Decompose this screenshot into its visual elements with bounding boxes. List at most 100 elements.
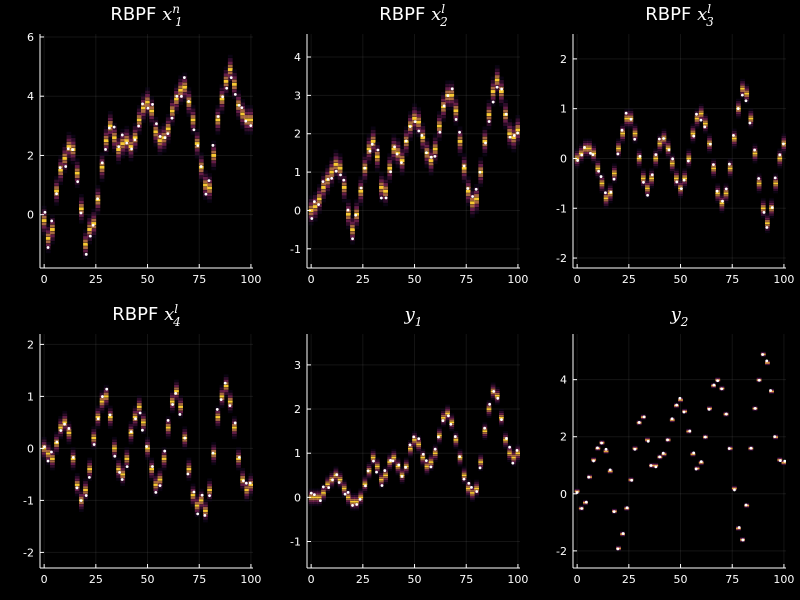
heat-cell bbox=[219, 403, 225, 406]
heat-cell bbox=[240, 125, 246, 129]
heat-cell bbox=[395, 473, 401, 476]
heat-cell bbox=[636, 420, 642, 422]
heat-cell bbox=[70, 447, 76, 450]
heat-cell bbox=[420, 450, 426, 453]
heat-cell bbox=[781, 462, 786, 464]
heat-cell bbox=[149, 462, 155, 466]
heat-cell bbox=[649, 466, 654, 468]
heat-cell bbox=[719, 385, 725, 387]
heat-cell bbox=[702, 120, 708, 123]
heat-cell bbox=[165, 113, 171, 117]
data-point bbox=[491, 100, 495, 104]
data-point bbox=[682, 410, 686, 414]
heat-cell bbox=[669, 171, 675, 174]
heat-cell bbox=[169, 109, 175, 113]
heat-cell bbox=[387, 166, 393, 170]
heat-cell bbox=[157, 470, 163, 473]
x-tick-label: 50 bbox=[674, 573, 688, 586]
heat-cell bbox=[112, 447, 117, 450]
heat-cell bbox=[215, 108, 221, 112]
heat-cell bbox=[149, 99, 155, 103]
heat-cell bbox=[103, 145, 109, 149]
data-point bbox=[608, 468, 612, 472]
heat-cell bbox=[723, 194, 729, 197]
heat-cell bbox=[227, 68, 233, 72]
heat-cell bbox=[416, 435, 422, 438]
heat-cell bbox=[511, 136, 517, 140]
data-point bbox=[196, 144, 200, 147]
heat-cell bbox=[441, 95, 446, 99]
heat-cell bbox=[354, 508, 359, 511]
heat-cell bbox=[661, 455, 667, 457]
heat-cell bbox=[760, 216, 766, 219]
heat-cell bbox=[107, 134, 113, 138]
heat-cell bbox=[503, 123, 508, 127]
heat-cell bbox=[132, 405, 138, 408]
heat-cell bbox=[132, 410, 138, 414]
heat-cell bbox=[740, 90, 745, 93]
data-point bbox=[516, 131, 520, 135]
heat-cell bbox=[161, 132, 167, 136]
heat-cell bbox=[325, 481, 331, 484]
heat-cell bbox=[120, 465, 126, 468]
heat-cell bbox=[87, 214, 92, 218]
heat-cell bbox=[620, 535, 625, 537]
heat-cell bbox=[157, 486, 163, 489]
heat-cell bbox=[219, 101, 225, 104]
heat-cell bbox=[711, 382, 716, 384]
heat-cell bbox=[465, 199, 471, 203]
heat-cell bbox=[449, 415, 455, 418]
heat-cell bbox=[781, 144, 786, 147]
heat-cell bbox=[499, 409, 504, 411]
heat-cell bbox=[515, 446, 520, 449]
heat-cell bbox=[78, 203, 84, 207]
heat-cell bbox=[107, 421, 113, 424]
heat-cell bbox=[198, 175, 204, 179]
heat-cell bbox=[317, 494, 322, 497]
heat-cell bbox=[341, 481, 347, 484]
data-point bbox=[355, 503, 359, 506]
data-point bbox=[721, 199, 724, 203]
data-point bbox=[141, 428, 144, 432]
data-point bbox=[108, 413, 112, 417]
title-prefix: RBPF bbox=[645, 4, 697, 25]
data-point bbox=[240, 106, 244, 110]
heat-cell bbox=[424, 164, 430, 168]
data-point bbox=[580, 153, 584, 157]
heat-cell bbox=[494, 386, 500, 389]
heat-cell bbox=[308, 500, 314, 503]
heat-cell bbox=[325, 174, 331, 178]
heat-cell bbox=[308, 208, 314, 212]
heat-cell bbox=[112, 449, 117, 453]
heat-cell bbox=[432, 444, 438, 447]
data-point bbox=[211, 143, 215, 147]
heat-cell bbox=[70, 462, 76, 466]
heat-cell bbox=[453, 109, 459, 113]
heat-cell bbox=[702, 131, 708, 134]
heat-cell bbox=[399, 482, 405, 485]
heat-cell bbox=[308, 498, 314, 501]
heat-cell bbox=[420, 464, 426, 467]
heat-cell bbox=[640, 417, 646, 419]
heat-cell bbox=[103, 132, 109, 136]
heat-cell bbox=[719, 202, 725, 205]
heat-cell bbox=[62, 429, 68, 432]
heat-cell bbox=[198, 152, 204, 156]
heat-cell bbox=[432, 144, 438, 148]
heat-cell bbox=[420, 122, 426, 126]
heat-cell bbox=[490, 382, 496, 385]
data-point bbox=[699, 118, 703, 122]
heat-cell bbox=[312, 502, 318, 505]
heat-cell bbox=[116, 465, 121, 468]
heat-cell bbox=[499, 417, 504, 419]
heat-cell bbox=[445, 83, 450, 87]
heat-cell bbox=[91, 225, 97, 229]
heat-cell bbox=[669, 421, 675, 423]
heat-cell bbox=[141, 106, 146, 110]
heat-cell bbox=[211, 153, 217, 157]
heat-cell bbox=[70, 452, 76, 455]
data-point bbox=[732, 133, 735, 137]
heat-cell bbox=[358, 502, 364, 505]
data-point bbox=[749, 446, 753, 450]
heat-cell bbox=[698, 105, 704, 108]
